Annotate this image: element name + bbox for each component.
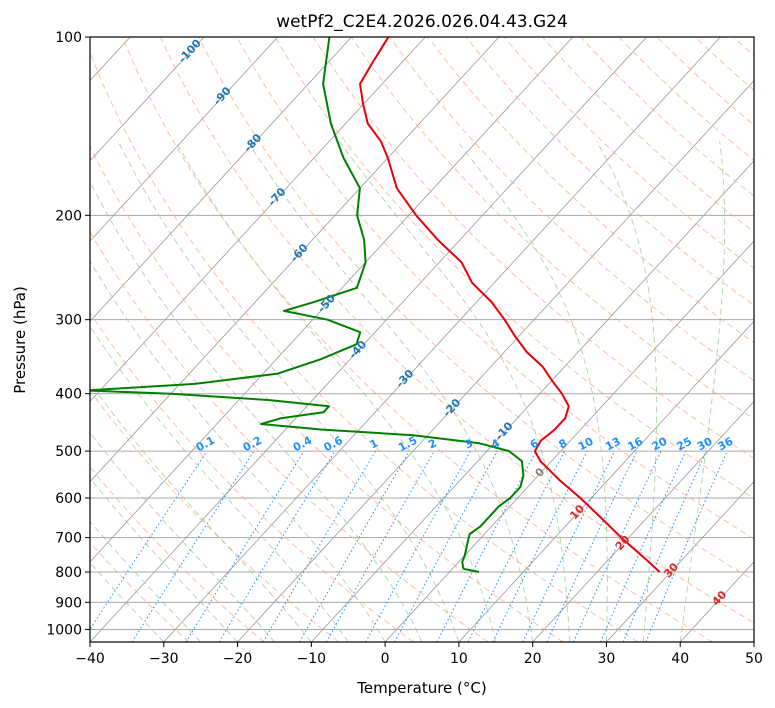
mixing-ratio-line — [325, 450, 435, 642]
mixing-ratio-line — [645, 450, 728, 642]
y-axis-title: Pressure (hPa) — [11, 286, 29, 394]
isotherm-line — [606, 481, 754, 642]
mixing-ratio-line — [185, 450, 305, 642]
isotherm-line — [90, 37, 205, 162]
mixing-ratio-label: 16 — [625, 435, 645, 454]
y-tick-label: 600 — [55, 491, 82, 507]
y-axis: 100 200 300 400 500 600 700 800 900 1000 — [46, 30, 90, 638]
moist-adiabat — [247, 141, 534, 642]
dry-adiabat — [389, 37, 754, 382]
x-tick-label: −30 — [149, 651, 179, 667]
plot-frame — [89, 36, 755, 643]
x-tick-label: −10 — [297, 651, 327, 667]
profile-series — [90, 37, 661, 573]
y-tick-label: 200 — [55, 208, 82, 224]
dry-adiabat — [121, 37, 713, 642]
mixing-ratio-label: 13 — [603, 435, 623, 454]
moist-adiabat — [117, 141, 460, 642]
moist-adiabat — [679, 141, 726, 642]
x-tick-label: 30 — [598, 651, 616, 667]
moist-adiabat — [175, 141, 497, 642]
moist-adiabat — [90, 381, 312, 642]
mixing-ratio-label: 25 — [674, 435, 694, 454]
dry-adiabat — [90, 231, 489, 642]
isotherm-line — [90, 37, 647, 642]
x-tick-label: 20 — [524, 651, 542, 667]
dry-adiabat — [236, 37, 754, 540]
isotherm-line — [458, 320, 754, 642]
mixing-ratio-line — [131, 450, 255, 642]
mixing-ratio-line — [492, 450, 588, 642]
moist-adiabat — [90, 561, 165, 642]
mixing-ratio-label: 30 — [695, 435, 715, 454]
moist-adiabat — [90, 180, 423, 642]
y-tick-label: 1000 — [46, 622, 82, 638]
y-tick-label: 400 — [55, 387, 82, 403]
isotherm-line — [90, 37, 279, 242]
x-tick-label: 50 — [745, 651, 763, 667]
moist-adiabat — [596, 141, 658, 642]
mixing-ratio-label: 10 — [576, 435, 596, 454]
moist-adiabat — [338, 141, 571, 642]
moist-adiabat — [457, 141, 608, 642]
dry-adiabat — [312, 37, 754, 459]
isotherm-line — [90, 37, 352, 322]
moist-adiabat — [90, 431, 275, 642]
mixing-ratio-line — [394, 450, 498, 642]
isotherm-line — [90, 37, 500, 483]
isotherm-line — [384, 240, 754, 642]
isotherm-line — [90, 37, 574, 563]
mixing-ratio-line — [365, 450, 471, 642]
dry-adiabat — [198, 37, 754, 581]
mixing-ratio-line — [218, 450, 336, 642]
dry-adiabat — [90, 51, 639, 642]
x-tick-label: 10 — [450, 651, 468, 667]
mixing-ratio-label: 36 — [716, 435, 736, 454]
x-tick-label: 0 — [381, 651, 390, 667]
x-tick-label: −40 — [75, 651, 105, 667]
x-axis-title: Temperature (°C) — [356, 679, 486, 697]
y-tick-label: 300 — [55, 313, 82, 329]
isotherm-line — [237, 80, 754, 642]
x-axis: −40 −30 −20 −10 0 10 20 30 40 50 — [75, 642, 763, 667]
y-tick-label: 500 — [55, 444, 82, 460]
mixing-ratio-line — [90, 450, 208, 631]
moist-adiabat — [90, 477, 238, 642]
x-tick-label: −20 — [223, 651, 253, 667]
y-tick-label: 800 — [55, 565, 82, 581]
isotherm-line — [90, 37, 426, 403]
moist-adiabat — [90, 520, 202, 642]
y-tick-label: 100 — [55, 30, 82, 46]
dry-adiabat — [90, 541, 190, 642]
y-tick-label: 700 — [55, 531, 82, 547]
temperature-line — [359, 37, 661, 573]
dry-adiabat — [90, 145, 564, 642]
dry-adiabat — [351, 37, 754, 420]
y-tick-label: 900 — [55, 595, 82, 611]
mixing-ratio-line — [467, 450, 566, 642]
x-tick-label: 40 — [671, 651, 689, 667]
dry-adiabat — [160, 37, 754, 624]
mixing-ratio-line — [600, 450, 687, 642]
mixing-ratio-line — [622, 450, 707, 642]
mixing-ratio-label: 20 — [650, 435, 670, 454]
dry-adiabat — [90, 466, 265, 642]
dewpoint-line — [90, 37, 525, 573]
isotherm-line — [163, 37, 721, 642]
chart-title: wetPf2_C2E4.2026.026.04.43.G24 — [276, 12, 568, 32]
